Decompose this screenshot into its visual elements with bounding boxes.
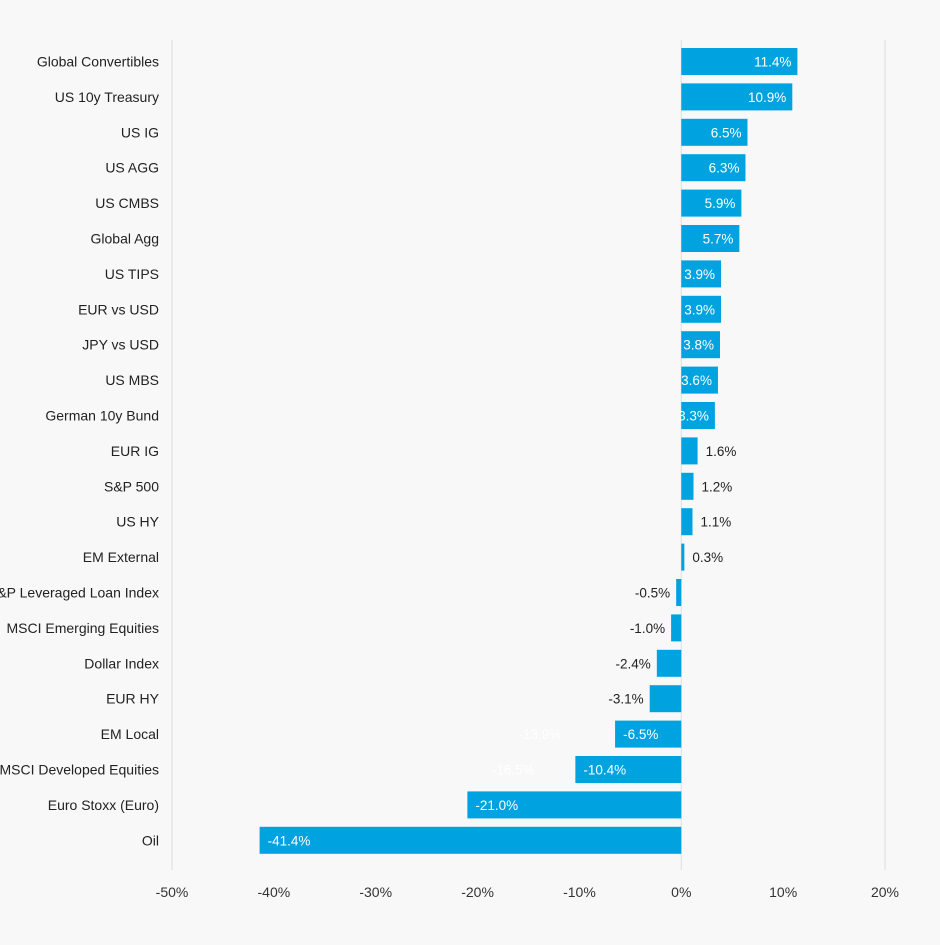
- bar: [681, 189, 742, 217]
- bar: [649, 685, 682, 713]
- bar: [681, 437, 698, 465]
- data-label: 0.3%: [692, 550, 723, 565]
- category-label: Dollar Index: [84, 655, 159, 671]
- bar: [681, 225, 740, 252]
- data-label: -41.4%: [268, 833, 311, 848]
- data-label: -6.5%: [623, 727, 658, 742]
- data-label: -0.5%: [635, 586, 670, 601]
- bar: [681, 543, 685, 571]
- x-tick-label: -50%: [156, 884, 189, 900]
- category-label: US CMBS: [95, 195, 159, 211]
- bar: [681, 508, 693, 536]
- category-label: S&P 500: [104, 478, 159, 494]
- bar: [681, 331, 720, 359]
- bar: [681, 154, 746, 182]
- data-label: 1.6%: [706, 444, 737, 459]
- data-label: -21.0%: [475, 798, 518, 813]
- bar: [656, 649, 682, 677]
- data-label: -1.0%: [630, 621, 665, 636]
- data-label: 3.6%: [681, 373, 712, 388]
- category-label: US IG: [121, 124, 159, 140]
- data-label: 5.9%: [705, 196, 736, 211]
- category-label: S&P Leveraged Loan Index: [0, 585, 159, 601]
- data-label: -10.4%: [583, 763, 626, 778]
- category-label: US HY: [116, 514, 159, 530]
- x-tick-label: -10%: [563, 884, 596, 900]
- data-label: -3.1%: [608, 692, 643, 707]
- x-tick-label: 20%: [871, 884, 899, 900]
- category-label: Oil: [142, 832, 159, 848]
- data-label: 1.1%: [700, 515, 731, 530]
- bar: [467, 791, 682, 819]
- category-label: US 10y Treasury: [55, 89, 159, 105]
- x-tick-label: -40%: [258, 884, 291, 900]
- data-label: 6.3%: [709, 161, 740, 176]
- category-label: JPY vs USD: [82, 337, 159, 353]
- bar: [681, 48, 798, 75]
- category-label: German 10y Bund: [45, 408, 159, 424]
- bar: [575, 756, 682, 783]
- bar: [671, 614, 682, 642]
- ghost-data-label: -13.9%: [518, 727, 561, 742]
- category-label: MSCI Emerging Equities: [6, 620, 159, 636]
- bar: [681, 118, 748, 146]
- category-label: US AGG: [105, 160, 159, 176]
- data-label: 5.7%: [703, 232, 734, 247]
- category-label: US MBS: [105, 372, 159, 388]
- data-label: 3.9%: [684, 302, 715, 317]
- data-label: 3.3%: [678, 409, 709, 424]
- category-label: EUR vs USD: [78, 301, 159, 317]
- category-label: Euro Stoxx (Euro): [48, 797, 159, 813]
- x-tick-label: -30%: [359, 884, 392, 900]
- data-label: 1.2%: [702, 479, 733, 494]
- ghost-data-label: -16.5%: [492, 763, 535, 778]
- data-label: 11.4%: [754, 55, 791, 70]
- data-label: 10.9%: [748, 90, 786, 105]
- bar: [681, 295, 722, 323]
- category-label: Global Convertibles: [37, 54, 159, 70]
- data-label: 3.9%: [684, 267, 715, 282]
- x-tick-label: 0%: [671, 884, 691, 900]
- category-label: MSCI Developed Equities: [0, 762, 159, 778]
- data-label: -2.4%: [616, 656, 651, 671]
- bar: [681, 83, 793, 111]
- category-label: Global Agg: [91, 231, 160, 247]
- bar: [259, 826, 682, 854]
- category-label: EUR HY: [106, 691, 160, 707]
- bar: [681, 402, 715, 429]
- category-label: EM External: [83, 549, 159, 565]
- x-tick-label: 10%: [769, 884, 797, 900]
- category-label: US TIPS: [105, 266, 159, 282]
- bar: [615, 720, 682, 748]
- bar: [681, 260, 722, 288]
- x-tick-label: -20%: [461, 884, 494, 900]
- bar: [676, 579, 682, 606]
- data-label: 6.5%: [711, 125, 742, 140]
- bar: [681, 472, 694, 500]
- data-label: 3.8%: [683, 338, 714, 353]
- bar: [681, 366, 718, 394]
- category-label: EUR IG: [111, 443, 159, 459]
- category-label: EM Local: [101, 726, 159, 742]
